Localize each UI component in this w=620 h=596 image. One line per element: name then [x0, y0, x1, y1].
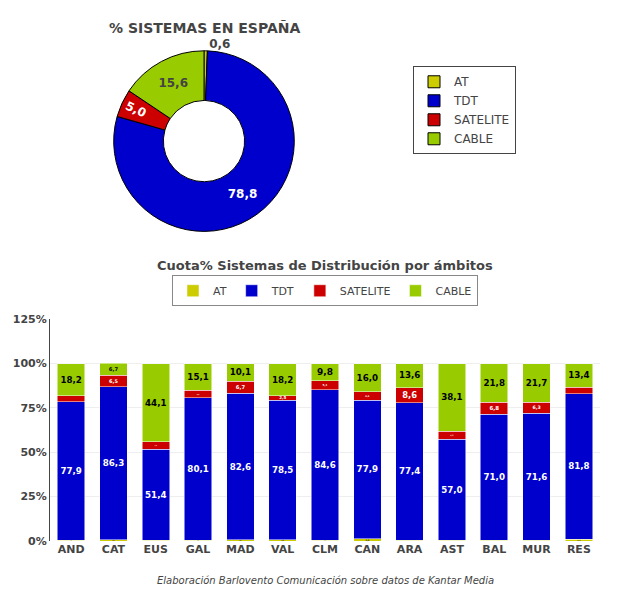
svg-text:6,5: 6,5: [109, 378, 118, 384]
svg-text:10,1: 10,1: [230, 367, 251, 377]
svg-text:8,6: 8,6: [402, 390, 417, 400]
svg-text:16,0: 16,0: [357, 373, 378, 383]
svg-text:AT: AT: [454, 75, 469, 89]
svg-text:EUS: EUS: [144, 543, 168, 556]
svg-text:50%: 50%: [20, 446, 46, 459]
svg-text:0,3: 0,3: [155, 540, 157, 541]
svg-text:TDT: TDT: [453, 94, 479, 108]
svg-text:21,8: 21,8: [484, 378, 505, 388]
svg-text:18,2: 18,2: [60, 375, 81, 385]
svg-text:CAT: CAT: [102, 543, 126, 556]
svg-text:RES: RES: [567, 543, 591, 556]
svg-text:SATELITE: SATELITE: [340, 285, 391, 298]
svg-text:SATELITE: SATELITE: [454, 113, 509, 127]
svg-text:15,6: 15,6: [158, 76, 188, 90]
svg-text:25%: 25%: [20, 490, 46, 503]
svg-text:CABLE: CABLE: [435, 285, 471, 298]
svg-text:0,5: 0,5: [197, 540, 199, 541]
svg-text:6,8: 6,8: [489, 405, 499, 411]
svg-text:78,5: 78,5: [272, 465, 293, 475]
svg-text:Cuota% Sistemas de Distribució: Cuota% Sistemas de Distribución por ámbi…: [157, 258, 493, 273]
svg-text:125%: 125%: [13, 313, 47, 326]
svg-text:MUR: MUR: [522, 543, 551, 556]
svg-text:82,6: 82,6: [230, 462, 251, 472]
svg-text:Elaboración Barlovento Comunic: Elaboración Barlovento Comunicación sobr…: [157, 575, 494, 586]
svg-text:13,4: 13,4: [568, 370, 589, 380]
svg-text:6,3: 6,3: [532, 405, 540, 410]
svg-text:81,8: 81,8: [568, 461, 589, 471]
svg-text:75%: 75%: [20, 402, 46, 415]
svg-text:MAD: MAD: [226, 543, 255, 556]
svg-text:5,0: 5,0: [123, 99, 148, 121]
svg-text:CAN: CAN: [354, 543, 380, 556]
svg-text:% SISTEMAS EN ESPAÑA: % SISTEMAS EN ESPAÑA: [109, 20, 300, 36]
svg-text:4,2: 4,2: [155, 445, 157, 447]
svg-text:VAL: VAL: [271, 543, 294, 556]
svg-text:0%: 0%: [28, 535, 47, 548]
svg-text:TDT: TDT: [271, 285, 294, 298]
svg-text:AND: AND: [58, 543, 85, 556]
svg-text:4,8: 4,8: [365, 395, 369, 398]
svg-text:51,4: 51,4: [145, 490, 166, 500]
svg-text:0,5: 0,5: [324, 540, 326, 541]
svg-text:4,3: 4,3: [197, 393, 200, 396]
svg-text:0,4: 0,4: [451, 540, 453, 541]
svg-text:100%: 100%: [13, 357, 47, 370]
svg-text:GAL: GAL: [186, 543, 211, 556]
svg-text:0,3: 0,3: [536, 540, 538, 541]
svg-text:6,7: 6,7: [109, 366, 119, 372]
svg-text:13,6: 13,6: [399, 370, 420, 380]
svg-text:1,1: 1,1: [577, 539, 581, 542]
svg-text:80,1: 80,1: [187, 464, 208, 474]
svg-text:84,6: 84,6: [314, 460, 335, 470]
svg-text:AT: AT: [213, 285, 227, 298]
svg-text:2,5: 2,5: [279, 395, 286, 400]
svg-text:BAL: BAL: [482, 543, 506, 556]
svg-text:78,8: 78,8: [228, 187, 258, 201]
svg-text:6,7: 6,7: [236, 384, 246, 390]
svg-text:0,6: 0,6: [209, 37, 230, 51]
svg-text:0,8: 0,8: [282, 540, 284, 542]
svg-text:77,4: 77,4: [399, 466, 420, 476]
svg-text:3,7: 3,7: [578, 390, 580, 391]
svg-text:3,4: 3,4: [71, 398, 72, 399]
svg-text:86,3: 86,3: [103, 458, 124, 468]
svg-text:9,8: 9,8: [317, 367, 333, 377]
svg-text:5,1: 5,1: [323, 383, 328, 387]
svg-text:38,1: 38,1: [441, 392, 462, 402]
svg-text:15,1: 15,1: [187, 372, 208, 382]
svg-text:AST: AST: [440, 543, 464, 556]
svg-text:44,1: 44,1: [145, 398, 166, 408]
svg-text:0,4: 0,4: [409, 540, 411, 541]
svg-text:0,6: 0,6: [113, 540, 115, 541]
svg-text:CLM: CLM: [312, 543, 338, 556]
svg-text:0,6: 0,6: [240, 540, 242, 541]
svg-text:0,5: 0,5: [70, 540, 72, 541]
svg-text:4,5: 4,5: [450, 434, 454, 437]
svg-text:0,4: 0,4: [494, 540, 496, 541]
svg-text:77,9: 77,9: [60, 466, 81, 476]
svg-text:77,9: 77,9: [357, 464, 378, 474]
svg-text:71,6: 71,6: [526, 472, 547, 482]
svg-text:ARA: ARA: [397, 543, 423, 556]
svg-text:21,7: 21,7: [526, 378, 547, 388]
svg-text:1,3: 1,3: [365, 539, 369, 542]
svg-text:CABLE: CABLE: [454, 132, 493, 146]
svg-text:18,2: 18,2: [272, 375, 293, 385]
svg-text:57,0: 57,0: [441, 485, 462, 495]
svg-text:71,0: 71,0: [484, 472, 505, 482]
